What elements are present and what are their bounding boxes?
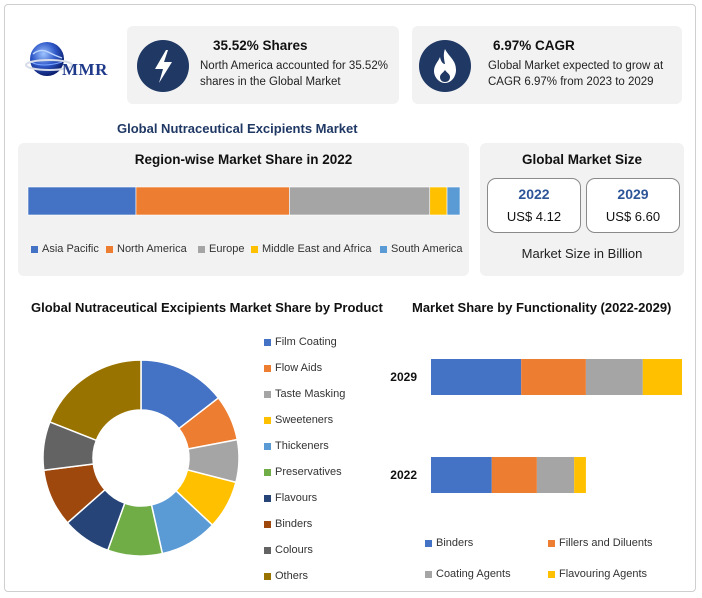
- legend-swatch: [264, 338, 271, 346]
- legend-swatch: [264, 494, 271, 502]
- legend-label: Colours: [275, 544, 313, 556]
- legend-label: North America: [117, 243, 187, 255]
- product-legend-item: Taste Masking: [264, 388, 345, 400]
- market-size-footer: Market Size in Billion: [521, 246, 643, 261]
- legend-swatch: [425, 570, 432, 578]
- flame-icon: [419, 40, 471, 92]
- region-legend-item: Middle East and Africa: [251, 243, 371, 255]
- legend-swatch: [548, 570, 555, 578]
- legend-swatch: [106, 245, 113, 253]
- region-chart-title: Region-wise Market Share in 2022: [134, 152, 353, 167]
- product-legend-item: Film Coating: [264, 336, 337, 348]
- legend-label: Flavours: [275, 492, 318, 504]
- product-legend-item: Flow Aids: [264, 362, 322, 374]
- region-legend-item: Europe: [198, 243, 244, 255]
- legend-label: Taste Masking: [275, 388, 346, 400]
- functionality-chart-title: Market Share by Functionality (2022-2029…: [412, 300, 672, 315]
- product-legend-item: Flavours: [264, 492, 317, 504]
- legend-swatch: [264, 442, 271, 450]
- legend-label: Binders: [436, 537, 474, 549]
- legend-label: Binders: [275, 518, 313, 530]
- product-legend-item: Sweeteners: [264, 414, 333, 426]
- legend-swatch: [264, 468, 271, 476]
- product-chart-title: Global Nutraceutical Excipients Market S…: [31, 300, 383, 315]
- logo-text: MMR: [62, 60, 108, 79]
- functionality-legend-item: Coating Agents: [425, 568, 511, 580]
- legend-label: Flavouring Agents: [559, 568, 648, 580]
- legend-label: Film Coating: [275, 336, 337, 348]
- globe-icon: [25, 42, 73, 76]
- legend-swatch: [380, 245, 387, 253]
- legend-label: Flow Aids: [275, 362, 323, 374]
- legend-swatch: [251, 245, 258, 253]
- region-legend-item: Asia Pacific: [31, 243, 99, 255]
- functionality-legend-item: Binders: [425, 537, 473, 549]
- market-size-box-2022: 2022 US$ 4.12: [487, 178, 581, 233]
- legend-swatch: [264, 390, 271, 398]
- lightning-icon: [137, 40, 189, 92]
- product-legend-item: Binders: [264, 518, 312, 530]
- market-size-title: Global Market Size: [521, 152, 643, 167]
- legend-label: Asia Pacific: [42, 243, 99, 255]
- stat-title-shares: 35.52% Shares: [213, 38, 308, 53]
- legend-label: Others: [275, 570, 309, 582]
- legend-label: South America: [391, 243, 463, 255]
- region-legend-item: South America: [380, 243, 463, 255]
- legend-label: Europe: [209, 243, 245, 255]
- legend-label: Preservatives: [275, 466, 342, 478]
- functionality-legend-item: Flavouring Agents: [548, 568, 647, 580]
- legend-swatch: [198, 245, 205, 253]
- legend-swatch: [264, 416, 271, 424]
- market-size-value: US$ 6.60: [605, 209, 661, 224]
- infographic-frame: [4, 4, 696, 592]
- market-size-box-2029: 2029 US$ 6.60: [586, 178, 680, 233]
- product-legend-item: Preservatives: [264, 466, 342, 478]
- region-legend-item: North America: [106, 243, 187, 255]
- legend-swatch: [264, 546, 271, 554]
- legend-swatch: [264, 572, 271, 580]
- legend-label: Fillers and Diluents: [559, 537, 653, 549]
- legend-swatch: [548, 539, 555, 547]
- logo: MMR: [18, 38, 122, 82]
- market-size-year: 2029: [617, 186, 649, 202]
- stat-title-cagr: 6.97% CAGR: [493, 38, 575, 53]
- stat-text-cagr: Global Market expected to grow at CAGR 6…: [488, 60, 664, 88]
- legend-swatch: [264, 520, 271, 528]
- market-size-year: 2022: [518, 186, 550, 202]
- legend-swatch: [425, 539, 432, 547]
- legend-label: Thickeners: [275, 440, 329, 452]
- market-size-value: US$ 4.12: [506, 209, 562, 224]
- product-legend-item: Colours: [264, 544, 313, 556]
- market-title: Global Nutraceutical Excipients Market: [117, 121, 358, 136]
- functionality-legend-item: Fillers and Diluents: [548, 537, 653, 549]
- legend-swatch: [31, 245, 38, 253]
- product-legend-item: Thickeners: [264, 440, 329, 452]
- product-legend-item: Others: [264, 570, 308, 582]
- legend-label: Coating Agents: [436, 568, 511, 580]
- stat-text-shares: North America accounted for 35.52% share…: [200, 60, 388, 88]
- legend-label: Middle East and Africa: [262, 243, 372, 255]
- legend-swatch: [264, 364, 271, 372]
- legend-label: Sweeteners: [275, 414, 334, 426]
